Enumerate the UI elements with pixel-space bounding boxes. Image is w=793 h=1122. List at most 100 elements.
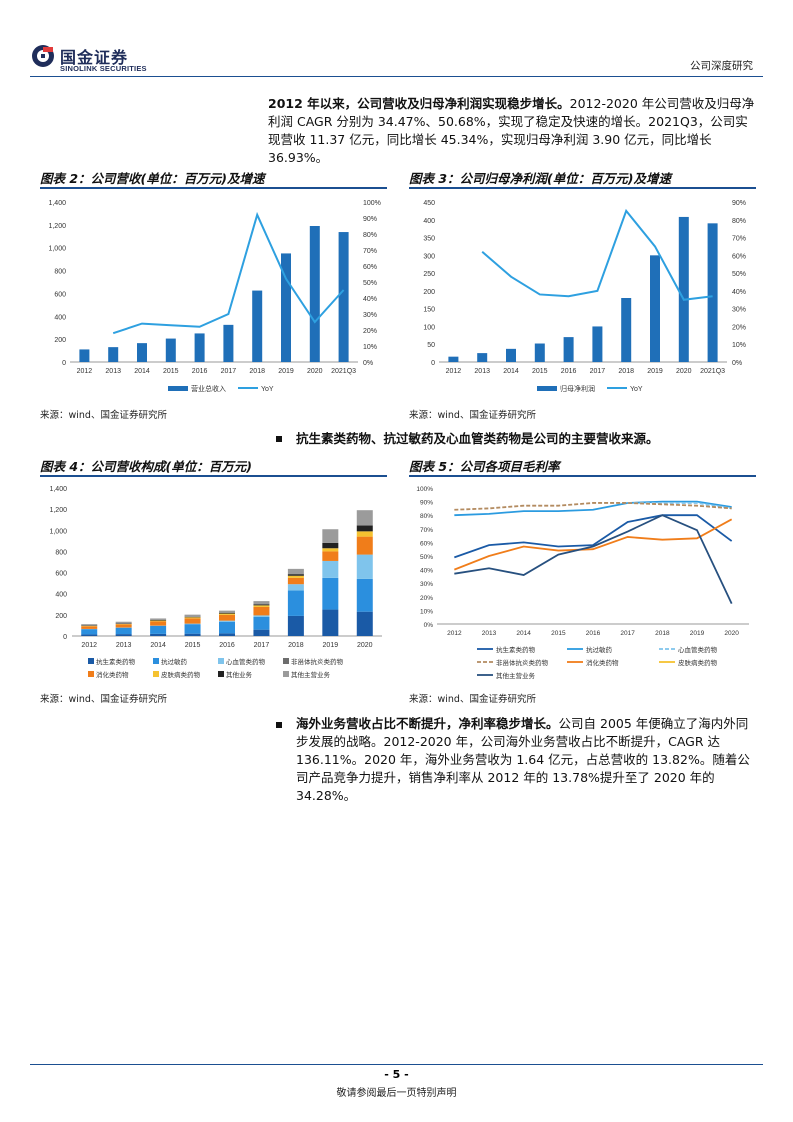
legend-label: 其他主营业务 [291, 670, 331, 679]
stack-segment [184, 616, 201, 618]
bullet-2-text: 公司自 2005 年便确立了海内外同步发展的战略。2012-2020 年，公司海… [296, 716, 750, 803]
legend-label: 非甾体抗炎类药物 [291, 657, 344, 666]
x-tick-label: 2012 [447, 630, 462, 637]
y-right-tick-label: 10% [363, 344, 377, 351]
bar [252, 290, 263, 362]
stack-segment [81, 629, 98, 635]
y-right-tick-label: 100% [363, 200, 381, 207]
y-tick-label: 600 [54, 291, 66, 298]
stack-segment [184, 614, 201, 617]
stack-segment [219, 614, 235, 621]
fig5-title-rule [409, 475, 756, 477]
stack-segment [219, 613, 235, 615]
stack-segment [81, 626, 98, 629]
stack-segment [322, 529, 339, 543]
y-tick-label: 1,200 [48, 223, 66, 230]
y-tick-label: 1,000 [48, 246, 66, 253]
stack-segment [184, 624, 201, 634]
x-tick-label: 2014 [503, 368, 519, 375]
x-tick-label: 2020 [676, 368, 692, 375]
legend-swatch [168, 386, 188, 391]
disclaimer-note: 敬请参阅最后一页特别声明 [336, 1088, 457, 1099]
x-tick-label: 2014 [134, 368, 150, 375]
stack-segment [287, 575, 304, 578]
series-line [454, 502, 732, 511]
x-tick-label: 2012 [81, 642, 97, 649]
legend-swatch [283, 658, 289, 664]
legend-label: 消化类药物 [586, 658, 619, 667]
legend-swatch [537, 386, 557, 391]
legend-swatch [153, 671, 159, 677]
legend-label: 归母净利润 [560, 384, 595, 393]
legend-swatch [88, 658, 94, 664]
stack-segment [322, 560, 339, 578]
x-tick-label: 2019 [647, 368, 663, 375]
fig3-source: 来源：wind、国金证券研究所 [409, 410, 536, 421]
x-tick-label: 2016 [586, 630, 601, 637]
bar [621, 298, 632, 362]
bar [678, 216, 689, 362]
fig5-chart: 0% 10% 20% 30% 40% 50% 60% 70% 80% 90% 100% 2012 201… [416, 486, 749, 680]
legend-swatch [153, 658, 159, 664]
x-tick-label: 2019 [690, 630, 705, 637]
x-tick-label: 2012 [77, 368, 93, 375]
x-tick-label: 2013 [474, 368, 490, 375]
stack-segment [115, 624, 132, 628]
fig3-chart: 0 50 100 150 200 250 300 350 400 450 0% 10% 20% 30% 40… [423, 200, 746, 393]
stack-segment [253, 601, 270, 605]
bar [281, 253, 291, 362]
y-right-tick-label: 50% [732, 271, 746, 278]
stack-segment [287, 574, 304, 576]
x-tick-label: 2013 [482, 630, 497, 637]
fig3-title-rule [409, 187, 756, 189]
y-tick-label: 1,400 [49, 486, 67, 493]
bar [448, 356, 459, 362]
y-tick-label: 0 [63, 634, 67, 641]
bar [650, 255, 660, 362]
x-tick-label: 2017 [620, 630, 635, 637]
stack-segment [287, 590, 304, 616]
y-tick-label: 200 [423, 289, 435, 296]
x-tick-label: 2015 [185, 642, 201, 649]
y-tick-label: 1,200 [49, 507, 67, 514]
stack-segment [115, 627, 132, 635]
legend-swatch [88, 671, 94, 677]
y-tick-label: 0% [424, 622, 434, 629]
legend-label: 抗过敏药 [586, 645, 613, 654]
stack-segment [115, 623, 132, 624]
logo-name: 国金证券 [60, 48, 129, 67]
stack-segment [253, 605, 270, 607]
bar [563, 337, 574, 362]
y-right-tick-label: 80% [732, 218, 746, 225]
y-right-tick-label: 40% [732, 289, 746, 296]
stack-segment [115, 634, 132, 636]
stack-segment [356, 525, 373, 532]
fig4-source: 来源：wind、国金证券研究所 [40, 694, 167, 705]
y-tick-label: 100 [423, 324, 435, 331]
x-tick-label: 2021Q3 [700, 368, 725, 375]
y-right-tick-label: 90% [363, 216, 377, 223]
legend-swatch [218, 658, 224, 664]
legend-label: 其他业务 [226, 670, 253, 679]
stack-segment [150, 633, 167, 636]
y-tick-label: 400 [423, 218, 435, 225]
stack-segment [219, 620, 235, 622]
stack-segment [287, 577, 304, 585]
y-tick-label: 0 [62, 360, 66, 367]
stack-segment [356, 536, 373, 555]
fig5-title: 图表 5：公司各项目毛利率 [409, 459, 560, 474]
legend-swatch [283, 671, 289, 677]
logo-icon [31, 44, 55, 68]
stack-segment [115, 621, 132, 624]
y-tick-label: 800 [55, 549, 67, 556]
legend-swatch [218, 671, 224, 677]
y-right-tick-label: 80% [363, 232, 377, 239]
y-tick-label: 250 [423, 271, 435, 278]
x-tick-label: 2016 [192, 368, 208, 375]
stack-segment [322, 542, 339, 549]
x-tick-label: 2015 [163, 368, 179, 375]
yoy-line [481, 208, 713, 301]
x-tick-label: 2018 [618, 368, 634, 375]
x-tick-label: 2015 [532, 368, 548, 375]
bar [338, 232, 349, 362]
